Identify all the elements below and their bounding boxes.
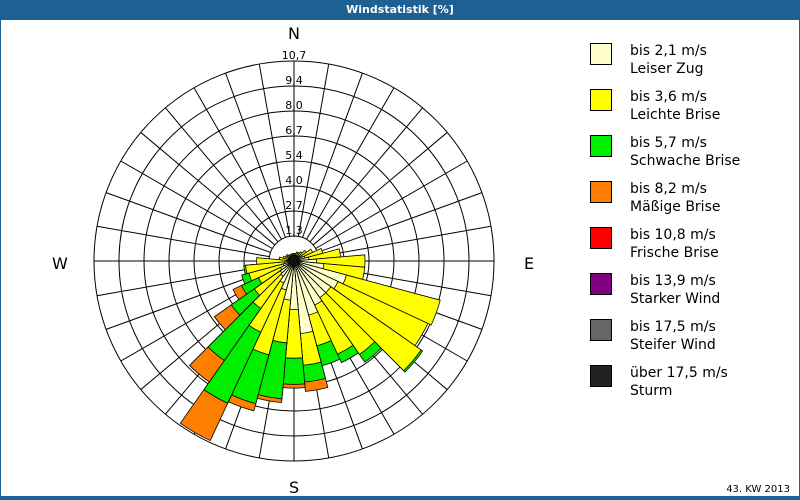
compass-east-label: E (524, 254, 535, 273)
legend-label: Mäßige Brise (630, 199, 721, 215)
legend-label: Leichte Brise (630, 107, 721, 123)
legend-range: bis 17,5 m/s (630, 319, 716, 335)
legend-label: Frische Brise (630, 245, 719, 261)
center-hub (289, 256, 299, 266)
legend-range: bis 2,1 m/s (630, 43, 707, 59)
svg-text:4,0: 4,0 (285, 174, 303, 187)
svg-text:6,7: 6,7 (285, 124, 303, 137)
legend-swatch (590, 319, 612, 341)
ring-labels: 1,3 2,7 4,0 5,4 6,7 8,0 9,4 10,7 (282, 49, 307, 237)
svg-text:1,3: 1,3 (285, 224, 303, 237)
legend-label: Schwache Brise (630, 153, 741, 169)
wind-sectors (179, 247, 441, 442)
legend-swatch (590, 365, 612, 387)
compass-north-label: N (288, 24, 300, 43)
compass-west-label: W (52, 254, 68, 273)
legend-swatch (590, 227, 612, 249)
legend-swatch (590, 273, 612, 295)
legend-swatch (590, 89, 612, 111)
svg-text:9,4: 9,4 (285, 74, 303, 87)
legend-range: bis 8,2 m/s (630, 181, 707, 197)
svg-text:8,0: 8,0 (285, 99, 303, 112)
legend-label: Starker Wind (630, 291, 721, 307)
legend-range: bis 13,9 m/s (630, 273, 716, 289)
svg-text:2,7: 2,7 (285, 199, 303, 212)
legend-label: Steifer Wind (630, 337, 716, 353)
period-label: 43. KW 2013 (726, 484, 790, 495)
compass-south-label: S (289, 478, 300, 497)
legend-swatch (590, 43, 612, 65)
svg-text:10,7: 10,7 (282, 49, 307, 62)
bottom-border (0, 496, 800, 500)
legend-range: bis 5,7 m/s (630, 135, 707, 151)
legend-swatch (590, 181, 612, 203)
legend-range: über 17,5 m/s (630, 365, 728, 381)
legend-range: bis 3,6 m/s (630, 89, 707, 105)
legend-label: Sturm (630, 383, 673, 399)
svg-text:5,4: 5,4 (285, 149, 303, 162)
chart-title: Windstatistik [%] (0, 0, 800, 20)
legend-range: bis 10,8 m/s (630, 227, 716, 243)
legend-swatch (590, 135, 612, 157)
legend-label: Leiser Zug (630, 61, 704, 77)
